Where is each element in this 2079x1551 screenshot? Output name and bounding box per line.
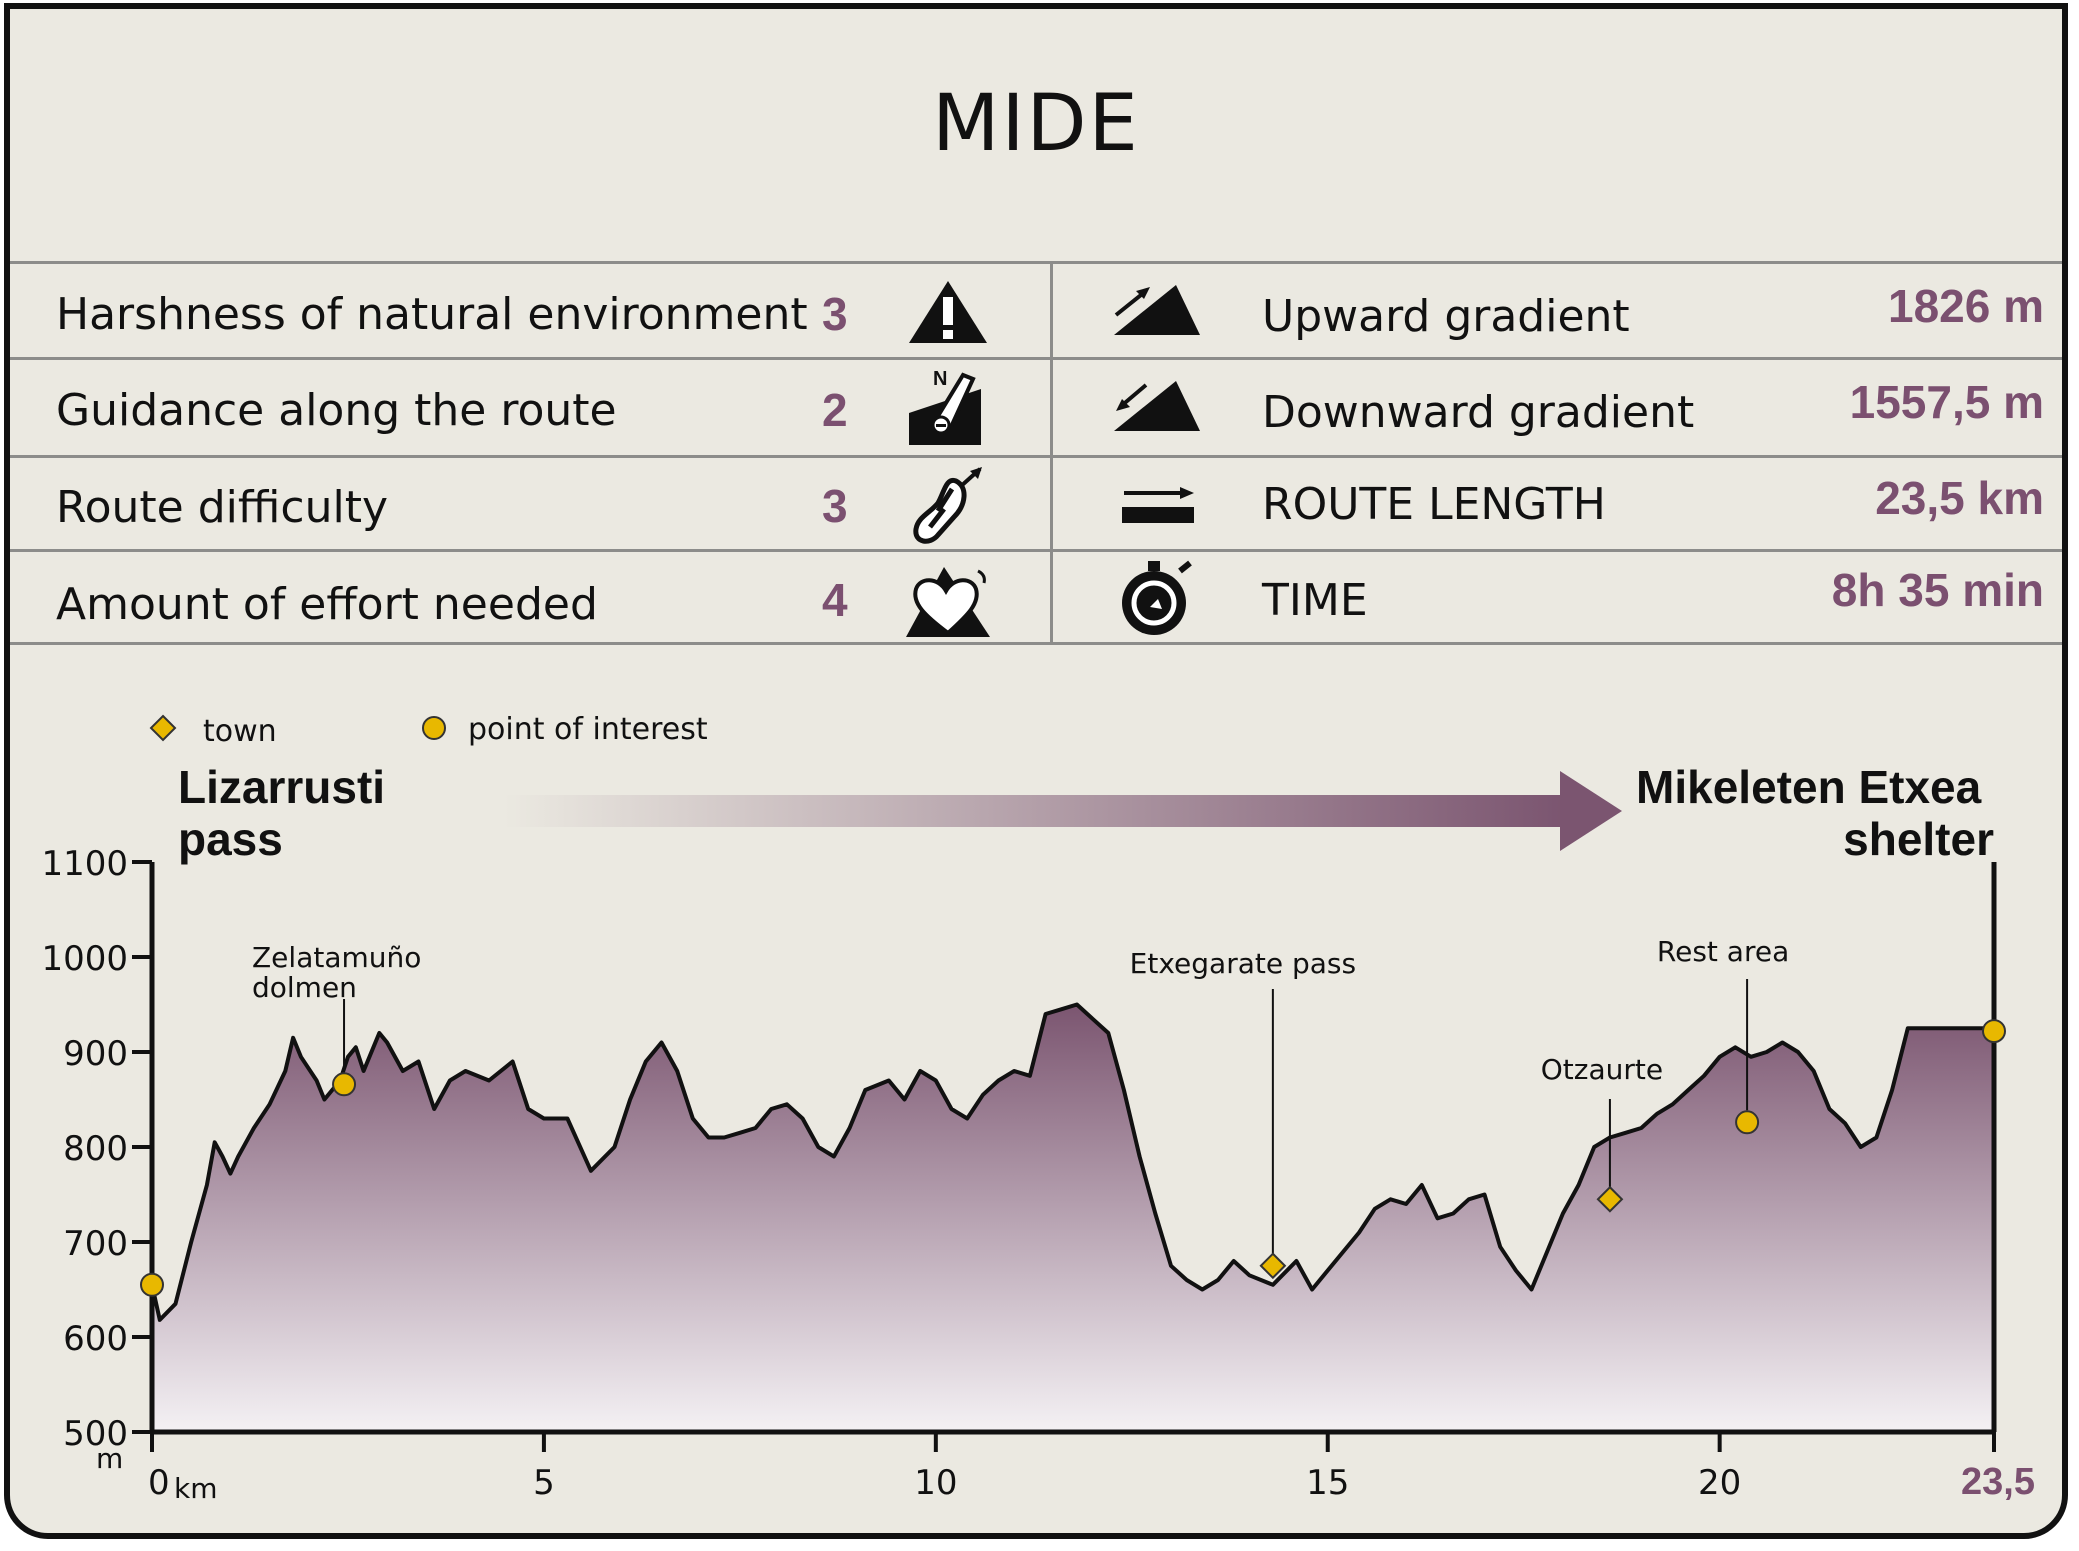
mide-value-effort: 4 <box>822 574 848 626</box>
mide-label-harshness: Harshness of natural environment <box>56 289 808 340</box>
end-label: Mikeleten Etxea shelter <box>1636 761 1994 865</box>
start-label: Lizarrusti pass <box>178 761 398 865</box>
x-tick-label: 10 <box>914 1463 957 1503</box>
poi-label: dolmen <box>252 971 357 1004</box>
mide-value-harshness: 3 <box>822 288 848 340</box>
direction-arrow-head <box>1560 771 1622 851</box>
divider <box>10 549 2062 552</box>
x-axis-unit: km <box>174 1472 218 1505</box>
divider <box>10 357 2062 360</box>
elevation-profile-chart: town point of interest Lizarrusti pass M… <box>41 712 2035 1505</box>
stats-table: Harshness of natural environment 3 Guida… <box>10 261 2062 645</box>
route-label-downward: Downward gradient <box>1262 387 1695 438</box>
route-value-time: 8h 35 min <box>1831 564 2044 616</box>
y-tick-label: 500 <box>63 1414 128 1454</box>
divider <box>1050 261 1053 645</box>
y-tick-label: 1000 <box>41 939 128 979</box>
x-tick-label: 15 <box>1306 1463 1349 1503</box>
svg-text:N: N <box>933 368 947 390</box>
divider <box>10 642 2062 645</box>
ascent-icon <box>1114 285 1200 335</box>
elevation-line <box>150 1002 1994 1322</box>
mide-label-effort: Amount of effort needed <box>56 579 598 630</box>
direction-arrow-shaft <box>504 795 1564 827</box>
mide-value-difficulty: 3 <box>822 480 848 532</box>
warning-triangle-icon <box>909 281 987 343</box>
route-label-time: TIME <box>1262 575 1368 626</box>
town-label: Otzaurte <box>1541 1053 1663 1086</box>
route-value-upward: 1826 m <box>1887 280 2044 332</box>
elevation-area <box>152 1004 1994 1432</box>
pass-label: Etxegarate pass <box>1130 947 1356 980</box>
stopwatch-icon <box>1122 560 1192 635</box>
route-label-upward: Upward gradient <box>1262 291 1630 342</box>
y-tick-label: 700 <box>63 1224 128 1264</box>
divider <box>10 261 2062 264</box>
x-tick-label: 20 <box>1698 1463 1741 1503</box>
x-tick-label: 5 <box>533 1463 555 1503</box>
legend-poi-label: point of interest <box>468 712 708 747</box>
end-label-line2: shelter <box>1843 813 1994 865</box>
descent-icon <box>1114 381 1200 431</box>
route-value-downward: 1557,5 m <box>1849 376 2044 428</box>
divider <box>10 455 2062 458</box>
x-tick-label: 23,5 <box>1961 1461 2035 1503</box>
plot-area: 500 600 700 800 900 1000 1100 m0 5 10 15 20 23,5 km Et… <box>41 844 2035 1505</box>
end-label-line1: Mikeleten Etxea <box>1636 761 1982 813</box>
poi-marker <box>1982 1019 2006 1044</box>
start-label-line1: Lizarrusti <box>178 761 385 813</box>
poi-marker <box>140 1272 164 1297</box>
mide-card: MIDE Harshness of natural environment 3 … <box>4 3 2068 1539</box>
x-tick-label: 0 <box>148 1463 170 1503</box>
poi-marker <box>1735 1110 1760 1135</box>
mide-label-guidance: Guidance along the route <box>56 385 617 436</box>
start-label-line2: pass <box>178 813 283 865</box>
footprint-icon <box>913 467 982 544</box>
y-tick-label: 600 <box>63 1319 128 1359</box>
poi-label: Zelatamuño <box>252 941 421 974</box>
poi-label: Rest area <box>1657 935 1789 968</box>
distance-icon <box>1122 487 1194 523</box>
mide-label-difficulty: Route difficulty <box>56 482 388 533</box>
town-marker <box>1596 1185 1624 1213</box>
legend-poi-marker <box>422 716 446 740</box>
heart-mountain-icon <box>906 567 990 637</box>
mide-value-guidance: 2 <box>822 384 848 436</box>
page-title: MIDE <box>932 79 1140 169</box>
legend-town-marker <box>149 714 177 742</box>
poi-marker <box>332 1072 357 1097</box>
y-tick-label: 1100 <box>41 844 128 884</box>
compass-sign-icon: N <box>909 368 981 445</box>
y-tick-label: 900 <box>63 1034 128 1074</box>
route-value-length: 23,5 km <box>1875 472 2044 524</box>
y-tick-label: 800 <box>63 1129 128 1169</box>
town-marker <box>1259 1252 1287 1280</box>
legend-town-label: town <box>203 714 277 749</box>
route-label-length: ROUTE LENGTH <box>1262 479 1606 530</box>
y-axis-unit: m <box>96 1442 123 1475</box>
